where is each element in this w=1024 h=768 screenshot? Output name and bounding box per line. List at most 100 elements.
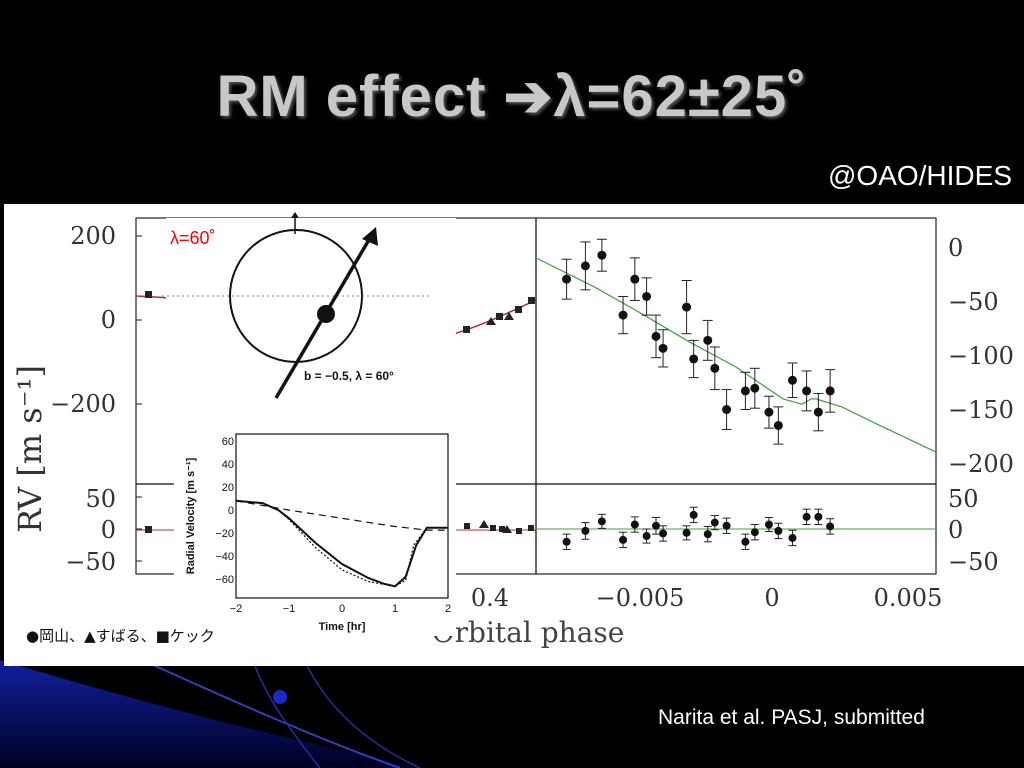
residual-point bbox=[642, 532, 651, 541]
rv-data-point bbox=[682, 302, 692, 312]
left-ytick: 200 bbox=[70, 222, 116, 250]
residual-point bbox=[689, 510, 698, 519]
rv-data-point bbox=[710, 363, 720, 373]
rv-data-point bbox=[651, 331, 661, 341]
residual-point bbox=[597, 517, 606, 526]
residual-point bbox=[722, 521, 731, 530]
left-resid-tick: 0 bbox=[101, 516, 116, 544]
rv-data-point bbox=[658, 343, 668, 353]
inset-ytick: 20 bbox=[222, 482, 234, 494]
inset-xtick: 2 bbox=[445, 603, 451, 615]
residual-point bbox=[710, 518, 719, 527]
rv-data-point bbox=[562, 274, 572, 284]
geometry-diagram: λ=60˚ b = −0.5, λ = 60° bbox=[162, 212, 456, 414]
rv-data-point bbox=[597, 250, 607, 260]
x-tick-right: 0 bbox=[764, 584, 779, 612]
residual-point bbox=[630, 520, 639, 529]
rv-data-point bbox=[750, 383, 760, 393]
inset-ytick: −60 bbox=[215, 574, 234, 586]
keck-point bbox=[528, 297, 535, 304]
inset-xtick: −2 bbox=[230, 603, 243, 615]
rv-data-point bbox=[618, 310, 628, 320]
subaru-point bbox=[479, 520, 489, 528]
inset-xtick: 0 bbox=[339, 603, 345, 615]
residual-point bbox=[652, 521, 660, 530]
left-ytick: 0 bbox=[101, 306, 116, 334]
slide-title: RM effect ➔λ=62±25˚ bbox=[216, 64, 808, 129]
rv-data-point bbox=[740, 386, 750, 396]
residual-point bbox=[581, 526, 590, 535]
keck-point bbox=[490, 525, 496, 531]
keck-point bbox=[145, 526, 152, 533]
right-ytick: −50 bbox=[948, 288, 999, 316]
subaru-point bbox=[486, 317, 496, 325]
inset-solid-line bbox=[235, 499, 448, 588]
rv-data-point bbox=[722, 405, 732, 415]
model-line bbox=[535, 257, 937, 453]
inset-xtick: 1 bbox=[392, 603, 398, 615]
right-resid-tick: 50 bbox=[948, 485, 979, 513]
rv-data-point bbox=[689, 354, 699, 364]
observatory-legend: ●岡山、▲すばる、■ケック bbox=[26, 627, 215, 645]
residual-point bbox=[659, 529, 668, 538]
geometry-params: b = −0.5, λ = 60° bbox=[304, 369, 394, 383]
inset-dotted-line bbox=[235, 500, 448, 587]
rv-data-point bbox=[642, 291, 652, 301]
residual-point bbox=[682, 528, 691, 537]
x-tick-right: 0.005 bbox=[874, 584, 943, 612]
lambda-label: λ=60˚ bbox=[170, 228, 216, 248]
path-arrowhead bbox=[362, 227, 378, 246]
residual-point bbox=[802, 512, 811, 521]
inset-ytick: −20 bbox=[215, 528, 234, 540]
x-tick-left: 0.4 bbox=[471, 584, 509, 612]
inset-ylabel: Radial Velocity [m s⁻¹] bbox=[185, 457, 197, 574]
inset-plot: 60 40 20 0 −20 −40 −60 −2 −1 0 1 2 Time … bbox=[174, 430, 456, 636]
spin-axis-arrow bbox=[291, 212, 299, 218]
observatory-label: @OAO/HIDES bbox=[827, 160, 1012, 191]
rv-data-point bbox=[630, 274, 640, 284]
x-tick-right: −0.005 bbox=[596, 584, 685, 612]
subaru-point bbox=[504, 312, 514, 320]
right-ytick: −200 bbox=[948, 450, 1014, 478]
y-axis-label: RV [m s⁻¹] bbox=[11, 365, 49, 533]
residual-point bbox=[826, 522, 835, 531]
inset-xlabel: Time [hr] bbox=[319, 621, 366, 633]
right-panel bbox=[535, 217, 937, 575]
keck-point bbox=[464, 523, 470, 529]
keck-point bbox=[516, 528, 522, 534]
subaru-point bbox=[502, 525, 512, 533]
rv-data-point bbox=[802, 386, 812, 396]
rv-data-point bbox=[703, 335, 713, 345]
residual-point bbox=[788, 533, 797, 542]
x-axis-label: Orbital phase bbox=[432, 616, 625, 649]
residual-point bbox=[814, 512, 823, 521]
rv-data-point bbox=[813, 407, 823, 417]
residual-point bbox=[619, 535, 628, 544]
residual-point bbox=[741, 537, 750, 546]
inset-ytick: −40 bbox=[215, 551, 234, 563]
residual-point bbox=[703, 530, 712, 539]
rv-data-point bbox=[773, 420, 783, 430]
right-resid-tick: 0 bbox=[948, 516, 963, 544]
right-ytick: −100 bbox=[948, 342, 1014, 370]
keck-point bbox=[528, 525, 534, 531]
left-resid-tick: 50 bbox=[85, 485, 116, 513]
keck-point bbox=[145, 291, 152, 298]
right-ytick: 0 bbox=[948, 234, 963, 262]
keck-point bbox=[499, 526, 505, 532]
right-ytick: −150 bbox=[948, 396, 1014, 424]
inset-ytick: 0 bbox=[228, 505, 234, 517]
inset-ytick: 60 bbox=[222, 436, 234, 448]
rv-data-point bbox=[825, 386, 835, 396]
rv-data-point bbox=[787, 375, 797, 385]
keck-point bbox=[496, 313, 503, 320]
rv-data-point bbox=[580, 261, 590, 271]
rv-figure: RV [m s⁻¹] 200 0 −200 50 0 −50 bbox=[11, 212, 1014, 649]
right-resid-tick: −50 bbox=[948, 548, 999, 576]
inset-xtick: −1 bbox=[283, 603, 296, 615]
residual-point bbox=[562, 537, 571, 546]
residual-point bbox=[774, 526, 783, 535]
inset-dashed-line bbox=[235, 500, 448, 531]
figure-panel: RV [m s⁻¹] 200 0 −200 50 0 −50 bbox=[4, 204, 1024, 666]
residual-point bbox=[750, 528, 759, 537]
